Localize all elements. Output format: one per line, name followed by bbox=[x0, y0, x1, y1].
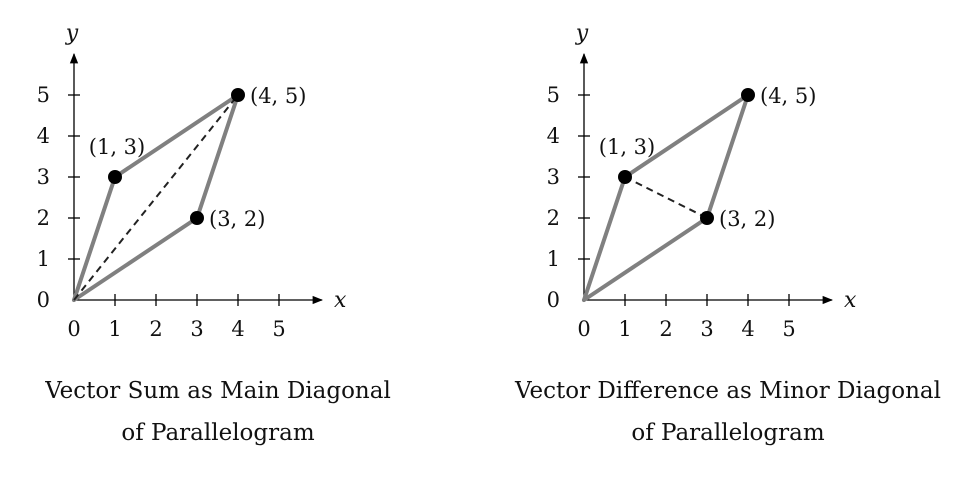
x-tick-label: 0 bbox=[67, 317, 80, 341]
vertex-label: (1, 3) bbox=[89, 135, 145, 159]
x-tick-label: 3 bbox=[190, 317, 203, 341]
y-tick-label: 5 bbox=[547, 83, 560, 107]
parallelogram-edge bbox=[72, 175, 117, 302]
y-axis-label: y bbox=[575, 21, 589, 46]
vertex-point bbox=[700, 211, 714, 225]
vertex-label: (1, 3) bbox=[599, 135, 655, 159]
parallelogram-edge bbox=[582, 216, 709, 302]
y-tick-label: 0 bbox=[37, 288, 50, 312]
parallelogram-edge bbox=[582, 175, 627, 302]
x-tick-label: 2 bbox=[659, 317, 672, 341]
diagram-caption: of Parallelogram bbox=[631, 420, 824, 446]
x-axis-label: x bbox=[844, 288, 857, 313]
x-axis-label: x bbox=[334, 288, 347, 313]
y-tick-label: 3 bbox=[547, 165, 560, 189]
diagram-caption: Vector Difference as Minor Diagonal bbox=[514, 378, 941, 404]
y-axis-label: y bbox=[65, 21, 79, 46]
y-tick-label: 4 bbox=[547, 124, 560, 148]
y-tick-label: 2 bbox=[547, 206, 560, 230]
y-tick-label: 1 bbox=[547, 247, 560, 271]
vertex-label: (3, 2) bbox=[209, 207, 265, 231]
y-tick-label: 3 bbox=[37, 165, 50, 189]
parallelogram-edge bbox=[195, 93, 240, 220]
vertex-label: (3, 2) bbox=[719, 207, 775, 231]
parallelogram-edge bbox=[72, 216, 199, 302]
parallelogram-edge bbox=[623, 93, 750, 179]
dashed-diagonal bbox=[73, 94, 239, 301]
x-tick-label: 1 bbox=[108, 317, 121, 341]
parallelogram-edge bbox=[705, 93, 750, 220]
x-tick-label: 4 bbox=[231, 317, 244, 341]
y-tick-label: 4 bbox=[37, 124, 50, 148]
x-tick-label: 0 bbox=[577, 317, 590, 341]
vertex-label: (4, 5) bbox=[250, 84, 306, 108]
x-tick-label: 2 bbox=[149, 317, 162, 341]
x-tick-label: 3 bbox=[700, 317, 713, 341]
vertex-label: (4, 5) bbox=[760, 84, 816, 108]
x-tick-label: 5 bbox=[272, 317, 285, 341]
x-tick-label: 4 bbox=[741, 317, 754, 341]
parallelogram-edge bbox=[113, 93, 240, 179]
x-tick-label: 5 bbox=[782, 317, 795, 341]
dashed-diagonal bbox=[624, 176, 708, 219]
diagram-caption: Vector Sum as Main Diagonal bbox=[44, 378, 391, 404]
y-tick-label: 1 bbox=[37, 247, 50, 271]
x-tick-label: 1 bbox=[618, 317, 631, 341]
y-tick-label: 2 bbox=[37, 206, 50, 230]
vertex-point bbox=[618, 170, 632, 184]
vector-sum-panel: x y 0 1 2 3 4 5 0 1 2 3 4 5 (1, 3) (4, 5) (3, 2) Vector S… bbox=[37, 21, 391, 446]
y-tick-label: 5 bbox=[37, 83, 50, 107]
vertex-point bbox=[741, 88, 755, 102]
vertex-point bbox=[190, 211, 204, 225]
vertex-point bbox=[108, 170, 122, 184]
vector-difference-panel: x y 0 1 2 3 4 5 0 1 2 3 4 5 (1, 3) (4, 5) (3, 2) Vector D… bbox=[514, 21, 941, 446]
vertex-point bbox=[231, 88, 245, 102]
diagram-caption: of Parallelogram bbox=[121, 420, 314, 446]
y-tick-label: 0 bbox=[547, 288, 560, 312]
